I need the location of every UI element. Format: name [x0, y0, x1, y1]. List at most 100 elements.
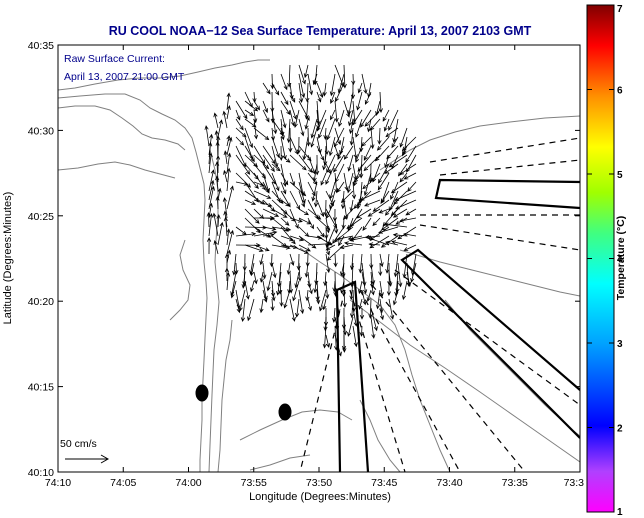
- current-vector: [297, 262, 302, 282]
- annotation-line-2: April 13, 2007 21:00 GMT: [64, 71, 185, 83]
- current-vector: [383, 222, 408, 228]
- current-vector: [325, 190, 334, 207]
- current-vector: [313, 271, 318, 294]
- current-vector: [326, 118, 336, 141]
- current-vector: [376, 136, 390, 151]
- current-vector: [244, 280, 250, 300]
- x-tick-label: 73:55: [241, 477, 267, 489]
- current-vector: [235, 243, 261, 248]
- x-axis: 74:10 74:05 74:00 73:55 73:50 73:45 73:40 73:35…: [45, 45, 584, 489]
- y-tick-label: 40:10: [28, 467, 54, 479]
- current-vector: [206, 211, 211, 228]
- current-vector: [271, 136, 280, 159]
- current-vector: [406, 271, 412, 288]
- current-vector: [226, 136, 233, 156]
- current-vector: [235, 118, 244, 131]
- current-vector: [270, 100, 275, 124]
- current-vector: [262, 109, 270, 123]
- current-vector: [247, 298, 255, 322]
- current-vector: [283, 289, 291, 309]
- current-vector: [380, 190, 390, 204]
- current-vector: [401, 136, 417, 152]
- current-vector: [253, 208, 265, 220]
- current-vector: [217, 221, 224, 246]
- current-vector: [341, 217, 346, 230]
- current-vector: [302, 136, 309, 161]
- current-vector: [289, 109, 295, 127]
- current-vector: [293, 109, 300, 128]
- current-vector: [342, 289, 347, 308]
- current-vector: [334, 289, 341, 314]
- current-vector: [379, 307, 384, 321]
- current-vector: [298, 73, 306, 99]
- current-vector: [298, 82, 304, 104]
- current-vector: [240, 298, 246, 322]
- current-vector: [244, 190, 266, 205]
- current-vector: [235, 289, 241, 310]
- current-vector: [375, 289, 381, 310]
- current-vector: [316, 145, 325, 162]
- current-vector: [289, 298, 296, 322]
- current-vector: [349, 280, 354, 301]
- current-vector: [355, 145, 363, 163]
- current-vector: [262, 181, 270, 194]
- current-vector: [325, 163, 336, 185]
- current-vector: [392, 208, 408, 218]
- current-vector: [385, 253, 390, 274]
- current-vector: [262, 154, 275, 173]
- current-vector: [271, 289, 276, 302]
- current-vector: [325, 217, 331, 234]
- current-vector: [330, 91, 336, 104]
- current-vector: [392, 289, 399, 306]
- current-vector: [244, 208, 260, 224]
- current-vector: [370, 127, 375, 150]
- current-vector: [262, 226, 277, 231]
- current-vector: [316, 82, 324, 98]
- current-vector: [266, 271, 273, 292]
- current-vector: [322, 154, 327, 171]
- colorbar-tick-label: 6: [617, 86, 623, 97]
- current-vector: [361, 271, 368, 295]
- current-vector: [343, 241, 363, 246]
- current-vector: [271, 172, 280, 192]
- current-vector: [287, 64, 292, 88]
- current-vector: [295, 298, 300, 318]
- current-vector: [357, 154, 372, 172]
- current-vector: [235, 232, 257, 237]
- current-vector: [289, 235, 305, 242]
- current-vector: [262, 82, 271, 95]
- current-vector: [340, 190, 346, 210]
- current-vector: [326, 226, 336, 247]
- current-vector: [334, 100, 339, 123]
- current-vector: [305, 82, 310, 103]
- current-vector: [304, 100, 309, 120]
- current-vector: [259, 298, 264, 314]
- current-vector: [397, 262, 403, 288]
- current-vector: [362, 217, 372, 231]
- current-vector: [364, 109, 381, 127]
- current-vector: [280, 217, 290, 226]
- current-vector: [380, 217, 399, 231]
- current-vector: [289, 190, 301, 211]
- current-vector: [349, 127, 354, 146]
- current-vector: [358, 253, 363, 274]
- current-vector: [319, 289, 327, 312]
- current-vector: [352, 307, 358, 327]
- current-vector: [379, 280, 384, 298]
- current-vector: [289, 100, 297, 120]
- current-vector: [253, 145, 266, 165]
- current-vector: [340, 262, 345, 277]
- current-vector: [238, 289, 246, 312]
- current-vector: [333, 154, 345, 173]
- current-vector: [340, 280, 345, 294]
- current-vector: [289, 82, 294, 100]
- current-vector: [312, 73, 318, 86]
- current-vector: [326, 154, 336, 174]
- current-vector: [296, 136, 301, 155]
- current-vector: [367, 237, 390, 246]
- current-vector: [289, 136, 299, 155]
- current-vector: [335, 163, 345, 183]
- current-vector: [338, 235, 345, 247]
- current-vector: [204, 125, 210, 147]
- current-vector: [244, 91, 253, 108]
